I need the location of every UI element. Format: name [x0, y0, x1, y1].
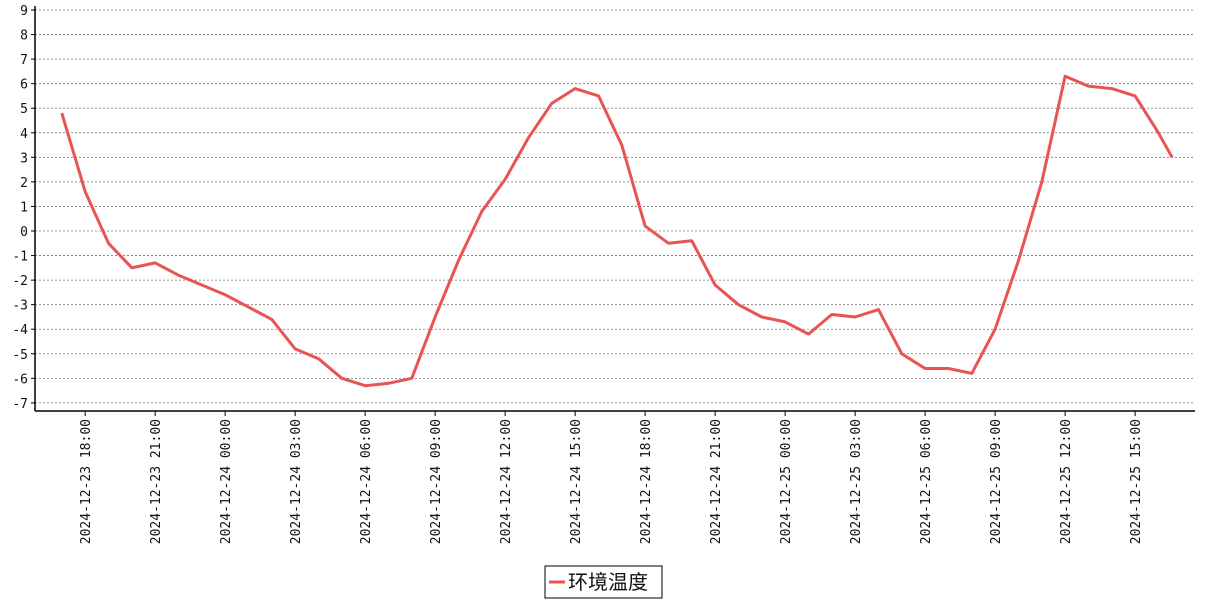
y-tick-label: -7: [12, 397, 28, 412]
y-tick-label: 7: [20, 53, 28, 68]
y-tick-label: 5: [20, 102, 28, 117]
y-tick-label: 9: [20, 4, 28, 19]
x-tick-label: 2024-12-23 21:00: [149, 419, 164, 544]
x-tick-label: 2024-12-24 21:00: [709, 419, 724, 544]
y-tick-label: -4: [12, 323, 28, 338]
y-tick-label: 3: [20, 151, 28, 166]
x-tick-label: 2024-12-24 18:00: [639, 419, 654, 544]
x-tick-label: 2024-12-25 12:00: [1059, 419, 1074, 544]
y-tick-label: 1: [20, 200, 28, 215]
y-tick-label: -2: [12, 274, 28, 289]
y-tick-label: 6: [20, 78, 28, 93]
y-tick-label: -6: [12, 372, 28, 387]
x-tick-label: 2024-12-25 03:00: [849, 419, 864, 544]
x-tick-label: 2024-12-25 06:00: [919, 419, 934, 544]
x-tick-label: 2024-12-23 18:00: [79, 419, 94, 544]
y-tick-label: 0: [20, 225, 28, 240]
line: [60, 74, 1174, 388]
x-tick-label: 2024-12-24 15:00: [569, 419, 584, 544]
y-tick-label: 4: [20, 127, 28, 142]
x-tick-label: 2024-12-25 09:00: [989, 419, 1004, 544]
x-tick-label: 2024-12-25 15:00: [1129, 419, 1144, 544]
legend-label: 环境温度: [568, 570, 648, 594]
x-tick-label: 2024-12-24 12:00: [499, 419, 514, 544]
y-tick-label: -3: [12, 299, 28, 314]
legend: 环境温度: [544, 565, 663, 599]
x-tick-label: 2024-12-24 06:00: [359, 419, 374, 544]
x-tick-label: 2024-12-24 09:00: [429, 419, 444, 544]
x-tick-label: 2024-12-25 00:00: [779, 419, 794, 544]
y-tick-label: -1: [12, 250, 28, 265]
x-tick-label: 2024-12-24 03:00: [289, 419, 304, 544]
y-tick-label: 8: [20, 29, 28, 44]
y-tick-label: 2: [20, 176, 28, 191]
y-tick-label: -5: [12, 348, 28, 363]
x-tick-label: 2024-12-24 00:00: [219, 419, 234, 544]
